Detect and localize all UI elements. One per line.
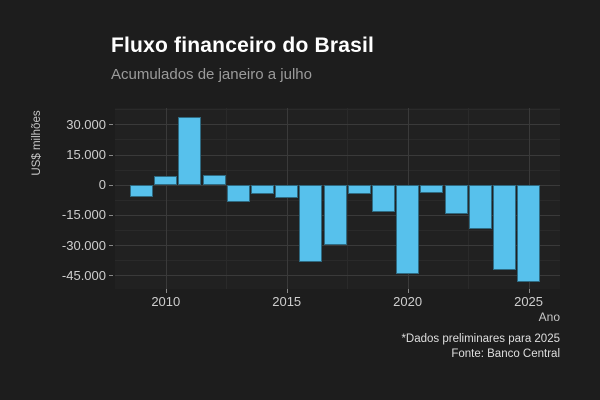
y-tick-mark (109, 124, 113, 126)
caption-note: *Dados preliminares para 2025 (401, 333, 560, 345)
gridline-y-minor (115, 139, 560, 141)
y-axis-title-text: US$ milhões (31, 110, 43, 176)
x-tick-label: 2015 (272, 294, 302, 309)
x-tick-label: 2025 (514, 294, 544, 309)
x-tick-label: 2020 (393, 294, 423, 309)
bar-2021 (420, 184, 444, 194)
x-tick-mark (528, 289, 530, 293)
chart-subtitle: Acumulados de janeiro a julho (111, 66, 312, 83)
plot-panel (115, 108, 560, 289)
bar-2025 (517, 184, 541, 283)
y-tick-label: -15.000 (61, 207, 106, 223)
y-tick-mark (109, 214, 113, 216)
bar-2022 (444, 184, 468, 215)
bar-2024 (492, 184, 516, 271)
gridline-y-major (115, 245, 560, 247)
bar-2015 (275, 184, 299, 199)
bar-2009 (130, 184, 154, 198)
y-tick-label: 15.000 (66, 147, 106, 162)
bar-2010 (154, 176, 178, 185)
bar-2018 (347, 184, 371, 195)
gridline-y-minor (115, 169, 560, 171)
y-tick-mark (109, 154, 113, 156)
chart-caption: *Dados preliminares para 2025 Fonte: Ban… (401, 332, 560, 362)
chart-title: Fluxo financeiro do Brasil (111, 34, 375, 57)
gridline-x-minor (226, 108, 228, 289)
bar-2013 (226, 184, 250, 202)
gridline-x-major (286, 108, 288, 289)
gridline-y-major (115, 124, 560, 126)
x-axis-title: Ano (538, 310, 560, 324)
bar-2016 (299, 184, 323, 262)
gridline-x-minor (468, 108, 470, 289)
caption-source: Fonte: Banco Central (451, 348, 560, 360)
x-tick-mark (286, 289, 288, 293)
bar-2012 (202, 175, 226, 185)
x-tick-label: 2010 (151, 294, 181, 309)
gridline-y-major (115, 154, 560, 156)
gridline-x-major (165, 108, 167, 289)
bar-2017 (323, 184, 347, 246)
y-tick-mark (109, 245, 113, 247)
gridline-x-minor (347, 108, 349, 289)
x-tick-mark (407, 289, 409, 293)
bar-2011 (178, 117, 202, 185)
gridline-y-minor (115, 109, 560, 111)
y-tick-label: 0 (98, 177, 106, 193)
bar-2019 (371, 184, 395, 213)
bar-2020 (396, 184, 420, 275)
y-tick-label: -45.000 (61, 267, 106, 283)
bar-2023 (468, 184, 492, 230)
y-tick-mark (109, 275, 113, 277)
y-tick-label: 30.000 (66, 116, 106, 132)
y-tick-label: -30.000 (61, 237, 106, 253)
bar-2014 (251, 184, 275, 194)
y-tick-mark (109, 184, 113, 186)
gridline-y-major (115, 275, 560, 277)
x-tick-mark (165, 289, 167, 293)
gridline-y-minor (115, 260, 560, 262)
